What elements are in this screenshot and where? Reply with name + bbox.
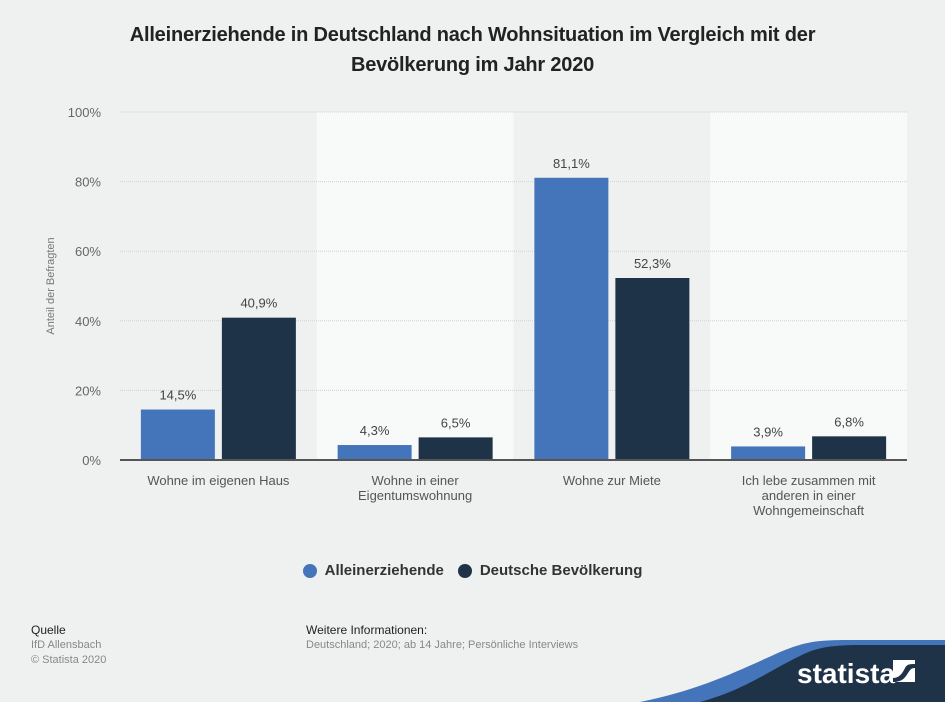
data-label: 3,9% — [753, 424, 783, 439]
y-tick-label: 0% — [82, 453, 101, 468]
source-heading[interactable]: Quelle — [31, 623, 66, 637]
y-tick-label: 60% — [75, 244, 101, 259]
copyright: © Statista 2020 — [31, 654, 107, 666]
x-tick-label: Eigentumswohnung — [358, 488, 472, 503]
data-label: 40,9% — [240, 296, 277, 311]
bar-deutsche-bevoelkerung — [615, 277, 690, 460]
chart-title-line-2: Bevölkerung im Jahr 2020 — [350, 54, 595, 76]
legend-swatch-alleinerziehende — [302, 563, 317, 578]
x-tick-label: Wohne in einer — [372, 473, 460, 488]
chart-title: Alleinerziehende in Deutschland nach Woh… — [0, 20, 945, 80]
x-tick-label: Ich lebe zusammen mit — [742, 473, 876, 488]
bar-deutsche-bevoelkerung — [418, 437, 493, 460]
bar-alleinerziehende — [337, 445, 412, 460]
y-tick-label: 20% — [75, 383, 101, 398]
data-label: 4,3% — [360, 423, 390, 438]
data-label: 6,5% — [441, 415, 471, 430]
category-band — [316, 112, 514, 460]
legend-swatch-deutsche-bevoelkerung — [457, 563, 472, 578]
x-tick-label: Wohngemeinschaft — [753, 503, 864, 518]
bar-alleinerziehende — [140, 409, 215, 460]
data-label: 14,5% — [159, 388, 196, 403]
data-label: 52,3% — [634, 256, 671, 271]
legend-item-alleinerziehende[interactable]: Alleinerziehende — [302, 562, 444, 579]
bar-deutsche-bevoelkerung — [221, 317, 296, 460]
y-axis-label: Anteil der Befragten — [45, 237, 57, 334]
legend-label-alleinerziehende: Alleinerziehende — [324, 562, 444, 579]
bar-deutsche-bevoelkerung — [812, 436, 887, 460]
y-tick-label: 40% — [75, 314, 101, 329]
y-tick-label: 100% — [68, 105, 102, 120]
x-tick-label: anderen in einer — [762, 488, 857, 503]
data-label: 81,1% — [553, 156, 590, 171]
chart-title-line-1: Alleinerziehende in Deutschland nach Woh… — [129, 24, 816, 46]
source-block: Quelle IfD Allensbach © Statista 2020 — [31, 623, 106, 668]
bar-alleinerziehende — [731, 446, 806, 460]
legend: Alleinerziehende Deutsche Bevölkerung — [0, 562, 945, 579]
info-heading[interactable]: Weitere Informationen: — [306, 623, 428, 637]
source-name: IfD Allensbach — [31, 639, 102, 651]
brand-wave-dark — [700, 645, 945, 702]
info-text: Deutschland; 2020; ab 14 Jahre; Persönli… — [306, 639, 579, 651]
bar-chart: 0% 20% 40% 60% 80% 100% Anteil der Befragten 14… — [45, 105, 907, 518]
info-block: Weitere Informationen: Deutschland; 2020… — [306, 623, 578, 653]
bar-alleinerziehende — [534, 177, 609, 460]
legend-label-deutsche-bevoelkerung: Deutsche Bevölkerung — [479, 562, 643, 579]
x-tick-label: Wohne im eigenen Haus — [147, 473, 290, 488]
x-tick-label: Wohne zur Miete — [563, 473, 661, 488]
category-band — [710, 112, 907, 460]
data-label: 6,8% — [834, 414, 864, 429]
y-tick-label: 80% — [75, 175, 101, 190]
legend-item-deutsche-bevoelkerung[interactable]: Deutsche Bevölkerung — [457, 562, 643, 579]
statista-logo-text[interactable]: statista — [797, 658, 895, 689]
statista-logo-icon — [893, 660, 915, 682]
